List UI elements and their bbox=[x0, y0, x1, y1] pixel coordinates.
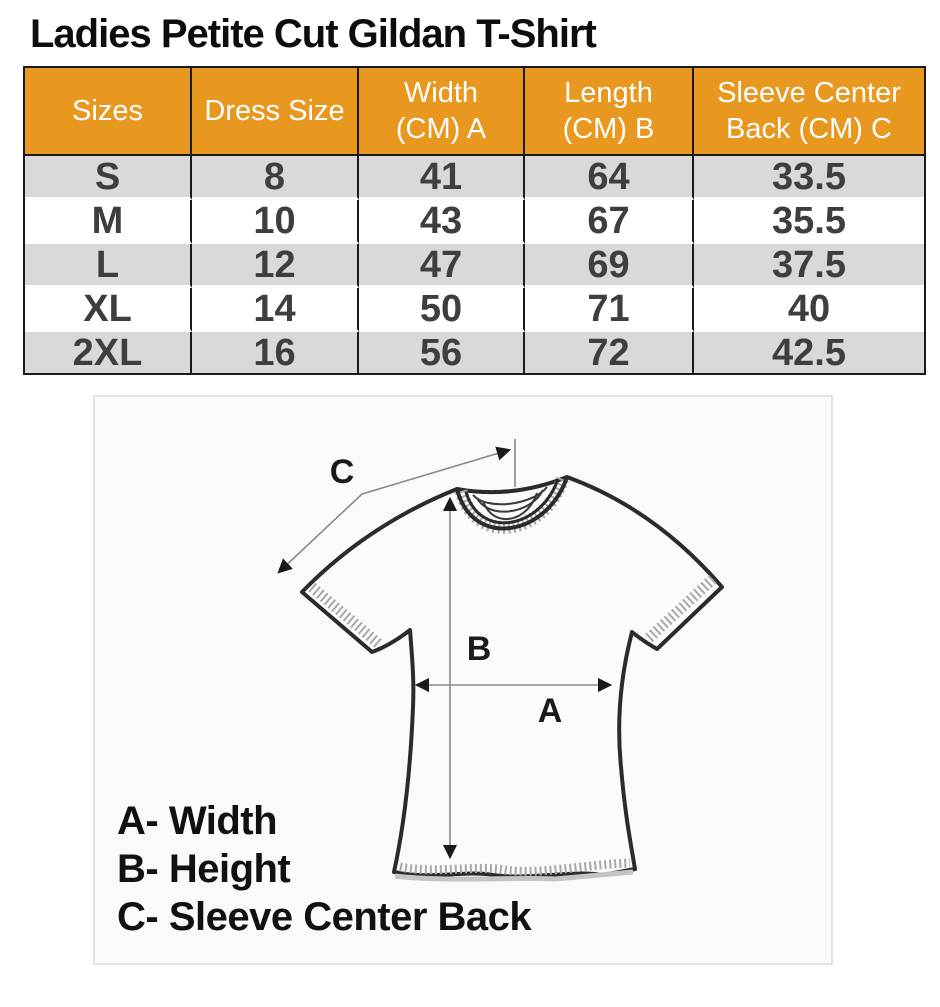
col-header-sizes: Sizes bbox=[25, 68, 192, 156]
measurement-diagram: C B A A- Width B- Height C- Sleeve Cente… bbox=[93, 395, 833, 965]
cell-width: 50 bbox=[359, 288, 525, 332]
cell-size: L bbox=[25, 244, 192, 288]
table-row: XL 14 50 71 40 bbox=[25, 288, 924, 332]
cell-sleeve: 37.5 bbox=[694, 244, 924, 288]
legend-height: B- Height bbox=[117, 847, 291, 891]
cell-sleeve: 33.5 bbox=[694, 156, 924, 200]
header-row: Sizes Dress Size Width (CM) A Length (CM… bbox=[25, 68, 924, 156]
tshirt-outline-icon bbox=[300, 475, 724, 882]
measurement-lines bbox=[277, 439, 613, 860]
cell-sleeve: 40 bbox=[694, 288, 924, 332]
cell-dress-size: 8 bbox=[192, 156, 359, 200]
measurement-letters: C B A bbox=[330, 453, 563, 730]
cell-length: 72 bbox=[525, 332, 694, 373]
cell-length: 71 bbox=[525, 288, 694, 332]
cell-sleeve: 42.5 bbox=[694, 332, 924, 373]
cell-length: 64 bbox=[525, 156, 694, 200]
cell-size: M bbox=[25, 200, 192, 244]
col-header-sleeve-center-back: Sleeve Center Back (CM) C bbox=[694, 68, 924, 156]
cell-length: 69 bbox=[525, 244, 694, 288]
col-header-dress-size: Dress Size bbox=[192, 68, 359, 156]
header-line: Width bbox=[403, 77, 479, 109]
table-row: S 8 41 64 33.5 bbox=[25, 156, 924, 200]
cell-size: 2XL bbox=[25, 332, 192, 373]
table-row: M 10 43 67 35.5 bbox=[25, 200, 924, 244]
cell-dress-size: 16 bbox=[192, 332, 359, 373]
cell-dress-size: 10 bbox=[192, 200, 359, 244]
cell-sleeve: 35.5 bbox=[694, 200, 924, 244]
cell-width: 41 bbox=[359, 156, 525, 200]
header-line: Sizes bbox=[72, 95, 143, 127]
cell-width: 47 bbox=[359, 244, 525, 288]
header-line: Sleeve Center bbox=[717, 77, 901, 109]
legend-width: A- Width bbox=[117, 799, 278, 843]
marker-b-label: B bbox=[467, 630, 492, 668]
col-header-width: Width (CM) A bbox=[359, 68, 525, 156]
measurement-legend: A- Width B- Height C- Sleeve Center Back bbox=[117, 797, 532, 941]
size-table-header: Sizes Dress Size Width (CM) A Length (CM… bbox=[25, 68, 924, 156]
cell-dress-size: 12 bbox=[192, 244, 359, 288]
header-line: Length bbox=[564, 77, 653, 109]
cell-size: XL bbox=[25, 288, 192, 332]
cell-dress-size: 14 bbox=[192, 288, 359, 332]
col-header-length: Length (CM) B bbox=[525, 68, 694, 156]
tshirt-diagram-illustration: C B A bbox=[277, 439, 724, 882]
header-line: (CM) A bbox=[395, 113, 487, 145]
cell-size: S bbox=[25, 156, 192, 200]
sleeve-center-back-arrow-c bbox=[277, 446, 512, 574]
header-line: Dress Size bbox=[204, 95, 345, 127]
marker-a-label: A bbox=[538, 692, 563, 730]
header-line: (CM) B bbox=[562, 113, 655, 145]
cell-width: 56 bbox=[359, 332, 525, 373]
size-table-body: S 8 41 64 33.5 M 10 43 67 35.5 L 12 47 6… bbox=[25, 156, 924, 373]
table-row: L 12 47 69 37.5 bbox=[25, 244, 924, 288]
cell-length: 67 bbox=[525, 200, 694, 244]
table-row: 2XL 16 56 72 42.5 bbox=[25, 332, 924, 373]
cell-width: 43 bbox=[359, 200, 525, 244]
page-title: Ladies Petite Cut Gildan T-Shirt bbox=[30, 12, 597, 56]
marker-c-label: C bbox=[330, 453, 355, 491]
legend-sleeve-center-back: C- Sleeve Center Back bbox=[117, 895, 532, 939]
header-line: Back (CM) C bbox=[726, 113, 892, 145]
size-table: Sizes Dress Size Width (CM) A Length (CM… bbox=[23, 66, 926, 375]
